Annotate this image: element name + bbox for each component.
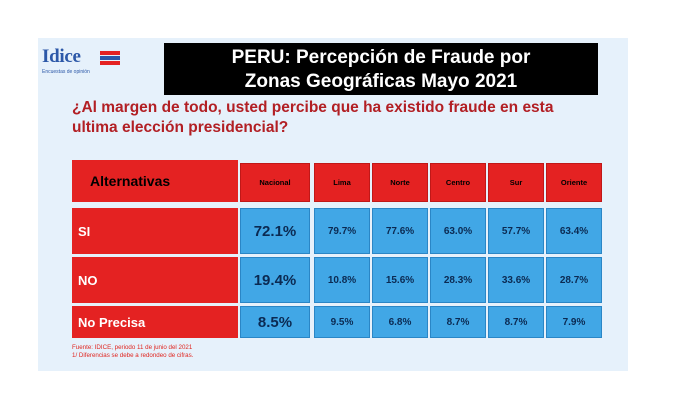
column-header-lima: Lima (314, 163, 370, 202)
logo-tagline: Encuestas de opinión (42, 69, 90, 75)
question-line-1: ¿Al margen de todo, usted percibe que ha… (72, 99, 554, 116)
value-cell-no-oriente: 28.7% (546, 257, 602, 303)
row-label-si: SI (72, 208, 238, 254)
value-cell-si-nacional: 72.1% (240, 208, 310, 254)
value-cell-no-precisa-norte: 6.8% (372, 306, 428, 338)
chart-title: PERU: Percepción de Fraude por Zonas Geo… (164, 43, 598, 95)
title-line-1: PERU: Percepción de Fraude por (231, 47, 531, 68)
value-cell-si-centro: 63.0% (430, 208, 486, 254)
row-header-label: Alternativas (72, 160, 238, 202)
value-cell-no-precisa-lima: 9.5% (314, 306, 370, 338)
column-header-norte: Norte (372, 163, 428, 202)
value-cell-no-precisa-oriente: 7.9% (546, 306, 602, 338)
footer-note: 1/ Diferencias se debe a redondeo de cif… (72, 352, 194, 359)
chart-card: Idice Encuestas de opinión PERU: Percepc… (38, 38, 628, 371)
row-label-no-precisa: No Precisa (72, 306, 238, 338)
column-header-oriente: Oriente (546, 163, 602, 202)
value-cell-si-norte: 77.6% (372, 208, 428, 254)
question-line-2: ultima elección presidencial? (72, 119, 289, 136)
value-cell-si-lima: 79.7% (314, 208, 370, 254)
column-header-sur: Sur (488, 163, 544, 202)
value-cell-si-oriente: 63.4% (546, 208, 602, 254)
footer-source: Fuente: IDICE, periodo 11 de junio del 2… (72, 344, 193, 351)
value-cell-si-sur: 57.7% (488, 208, 544, 254)
value-cell-no-sur: 33.6% (488, 257, 544, 303)
value-cell-no-lima: 10.8% (314, 257, 370, 303)
value-cell-no-precisa-nacional: 8.5% (240, 306, 310, 338)
logo-flag-icon (100, 51, 120, 65)
logo-word: Idice (42, 46, 81, 67)
column-header-nacional: Nacional (240, 163, 310, 202)
survey-question: ¿Al margen de todo, usted percibe que ha… (72, 98, 612, 138)
title-line-2: Zonas Geográficas Mayo 2021 (244, 71, 518, 92)
value-cell-no-precisa-sur: 8.7% (488, 306, 544, 338)
value-cell-no-centro: 28.3% (430, 257, 486, 303)
idice-logo: Idice Encuestas de opinión (42, 46, 132, 80)
results-table: Alternativas Nacional Lima Norte Centro Sur Or… (38, 38, 628, 371)
source-footer: Fuente: IDICE, periodo 11 de junio del 2… (72, 344, 193, 360)
value-cell-no-precisa-centro: 8.7% (430, 306, 486, 338)
value-cell-no-norte: 15.6% (372, 257, 428, 303)
row-label-no: NO (72, 257, 238, 303)
value-cell-no-nacional: 19.4% (240, 257, 310, 303)
column-header-centro: Centro (430, 163, 486, 202)
